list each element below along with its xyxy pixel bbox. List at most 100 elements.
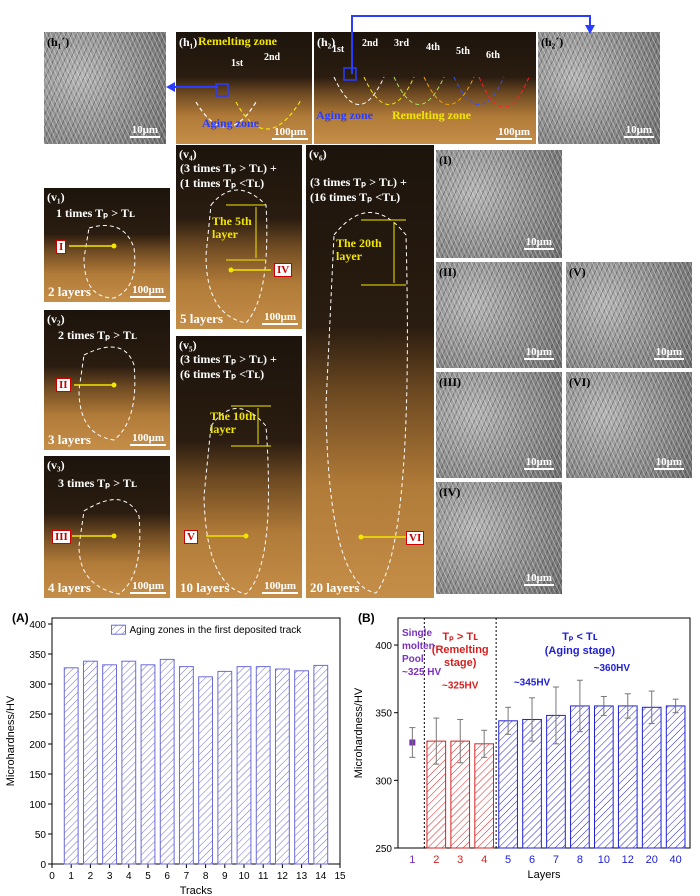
- y-tick-label: 250: [29, 710, 46, 721]
- group-label: Single: [402, 628, 432, 639]
- pool-outline: [325, 212, 408, 594]
- x-tick-label: 10: [238, 871, 250, 882]
- panel-tag: (I): [439, 153, 452, 167]
- order-label: 1st: [332, 44, 345, 55]
- multi-pool-outline: [333, 67, 530, 108]
- panel-tag: (II): [439, 265, 457, 279]
- optical-panel-v6: (v₆) (3 times Tₚ > Tʟ) + (16 times Tₚ <T…: [306, 145, 434, 598]
- condition-label: (6 times Tₚ <Tʟ): [180, 367, 265, 381]
- condition-label: 2 times Tₚ > Tʟ: [58, 328, 137, 342]
- bar: [121, 660, 137, 865]
- bar: [236, 666, 252, 865]
- group-label: (Aging stage): [545, 645, 616, 657]
- scale-bar: 10μm: [129, 124, 160, 138]
- bar: [617, 705, 638, 849]
- x-tick-label: 4: [126, 871, 132, 882]
- condition-label: (3 times Tₚ > Tʟ) +: [180, 352, 277, 366]
- panel-tag: (v₁): [47, 190, 65, 204]
- scale-bar: 100μm: [272, 126, 308, 140]
- bar: [665, 705, 686, 849]
- x-axis-label: Layers: [527, 869, 561, 881]
- optical-panel-v3: (v₃) 3 times Tₚ > Tʟ III 4 layers 100μm: [44, 456, 170, 598]
- bar: [102, 664, 118, 865]
- x-tick-label: 13: [296, 871, 308, 882]
- scale-bar: 10μm: [523, 572, 554, 586]
- y-tick-label: 300: [29, 680, 46, 691]
- optical-panel-v1: (v₁) 1 times Tₚ > Tʟ I 2 layers 100μm: [44, 188, 170, 302]
- layers-label: 5 layers: [180, 311, 223, 326]
- bar: [274, 668, 290, 865]
- optical-panel-v5: (v₅) (3 times Tₚ > Tʟ) + (6 times Tₚ <Tʟ…: [176, 336, 302, 598]
- bar: [594, 705, 614, 849]
- x-tick-label: 1: [409, 854, 415, 866]
- optical-panel-v4: (v₄) (3 times Tₚ > Tʟ) + (1 times Tₚ <Tʟ…: [176, 145, 302, 329]
- layer-label: The 10th layer: [210, 409, 256, 436]
- x-tick-label: 11: [258, 871, 269, 882]
- legend-label: Aging zones in the first deposited track: [130, 625, 303, 636]
- group-label: (Remelting: [432, 644, 489, 656]
- x-tick-label: 6: [164, 871, 170, 882]
- y-tick-label: 400: [29, 620, 46, 631]
- bar: [498, 720, 518, 849]
- scale-bar: 100μm: [262, 311, 298, 325]
- order-label: 2nd: [264, 52, 281, 63]
- panel-tag: (h₂´): [541, 35, 564, 49]
- optical-panel-h2: (h₂) 1st 2nd 3rd 4th 5th 6th Aging zone …: [314, 32, 536, 144]
- condition-label: 1 times Tₚ > Tʟ: [56, 206, 135, 220]
- panel-label: (B): [358, 611, 375, 625]
- bar: [255, 666, 271, 865]
- scale-bar: 10μm: [523, 456, 554, 470]
- order-label: 3rd: [394, 38, 409, 49]
- scale-bar: 10μm: [523, 236, 554, 250]
- x-tick-label: 5: [505, 854, 511, 866]
- x-tick-label: 9: [222, 871, 228, 882]
- layers-label: 20 layers: [310, 580, 360, 595]
- micro-panel-h2-prime: (h₂´) 10μm: [538, 32, 660, 144]
- scale-bar: 10μm: [653, 456, 684, 470]
- y-tick-label: 50: [35, 830, 47, 841]
- pool-outline: [205, 189, 271, 324]
- pool-outline: [69, 225, 136, 299]
- layer-label: The 5th layer: [212, 214, 252, 241]
- x-tick-label: 12: [622, 854, 634, 866]
- x-tick-label: 8: [577, 854, 583, 866]
- aging-zone-label: Aging zone: [316, 108, 373, 122]
- y-tick-label: 100: [29, 800, 46, 811]
- value-label: ~360HV: [594, 663, 631, 674]
- x-tick-label: 1: [68, 871, 74, 882]
- condition-label: (3 times Tₚ > Tʟ) +: [180, 161, 277, 175]
- micro-panel-h1-prime: (h₁´) 10μm: [44, 32, 166, 144]
- optical-panel-v2: (v₂) 2 times Tₚ > Tʟ II 3 layers 100μm: [44, 310, 170, 450]
- panel-label: (A): [12, 611, 29, 625]
- pool-outline: [72, 499, 141, 595]
- value-label: ~325HV: [442, 680, 479, 691]
- x-tick-label: 3: [457, 854, 463, 866]
- value-label: ~345HV: [514, 678, 551, 689]
- marker-label: V: [184, 530, 198, 544]
- optical-panel-h1: (h₁) Remelting zone 1st 2nd Aging zone 1…: [176, 32, 312, 144]
- layers-label: 2 layers: [48, 284, 91, 299]
- value-label: ~325 HV: [402, 667, 442, 678]
- marker-label: I: [56, 240, 67, 254]
- x-tick-label: 5: [145, 871, 151, 882]
- order-label: 6th: [486, 50, 500, 61]
- layers-label: 3 layers: [48, 432, 91, 447]
- layer-label: The 20th layer: [336, 236, 382, 263]
- bar: [641, 706, 662, 849]
- x-tick-label: 4: [481, 854, 487, 866]
- x-tick-label: 20: [646, 854, 658, 866]
- bar: [140, 664, 156, 865]
- micro-panel-ii: (II) 10μm: [436, 262, 562, 368]
- x-tick-label: 10: [598, 854, 610, 866]
- group-label: molten: [402, 641, 435, 652]
- panel-tag: (h₁): [179, 35, 198, 49]
- y-tick-label: 200: [29, 740, 46, 751]
- x-axis-label: Tracks: [180, 885, 213, 896]
- x-tick-label: 2: [88, 871, 94, 882]
- bar: [159, 658, 175, 865]
- scale-bar: 100μm: [262, 580, 298, 594]
- y-tick-label: 400: [375, 641, 392, 652]
- scale-bar: 10μm: [523, 346, 554, 360]
- marker-label: III: [52, 530, 71, 544]
- order-label: 1st: [231, 58, 244, 69]
